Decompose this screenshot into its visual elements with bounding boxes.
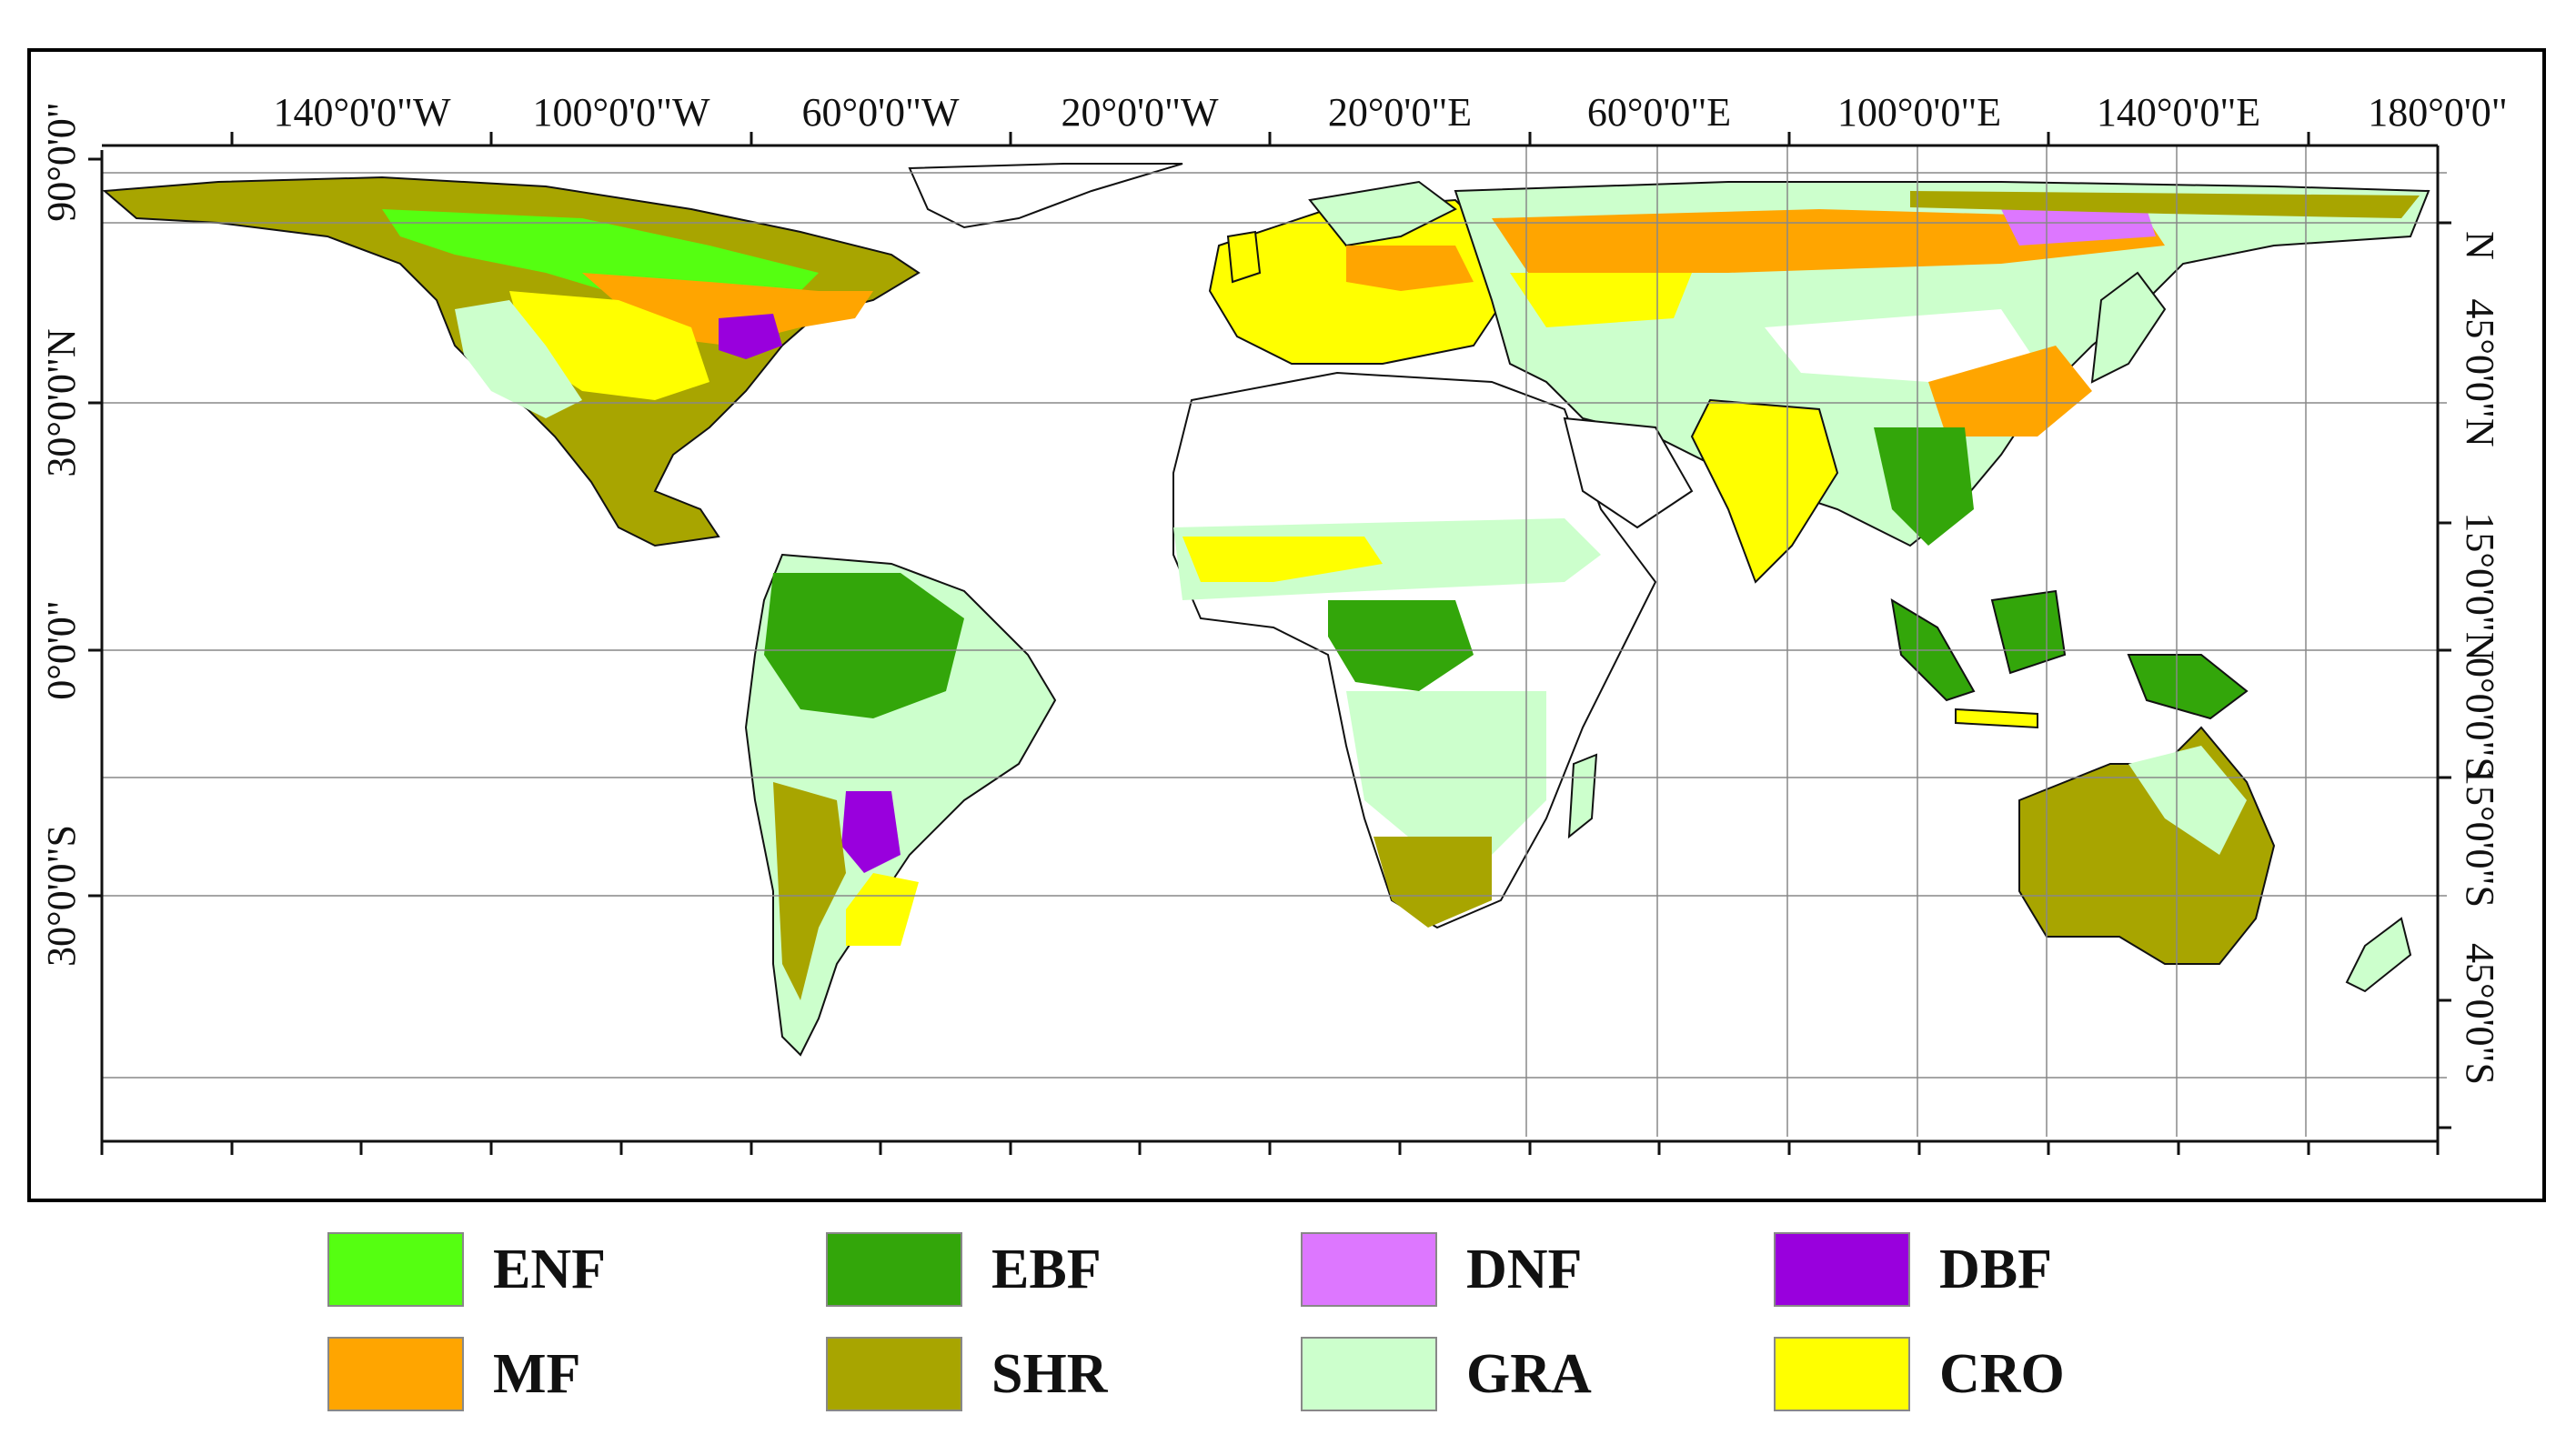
new-guinea [2127,654,2249,720]
legend-label: GRA [1466,1342,1592,1405]
russia-crops [1510,273,1692,327]
land-layer [102,163,2430,1057]
top-label: 60°0'0"E [1587,90,1731,135]
graticule [102,146,2447,1137]
top-label: 60°0'0"W [801,90,959,135]
legend-swatch [1301,1232,1437,1307]
legend-item-mf: MF [327,1337,580,1411]
left-label: 30°0'0"N [39,328,84,477]
british-isles [1226,230,1262,284]
africa-south-shrub [1374,837,1492,928]
java [1955,707,2038,729]
legend-item-cro: CRO [1774,1337,2065,1411]
greenland-landmass [908,163,1183,229]
legend-item-dnf: DNF [1301,1232,1582,1307]
top-label: 20°0'0"E [1328,90,1472,135]
north-america-grass [455,300,582,418]
top-label: 140°0'0"W [273,90,450,135]
se-asia-ebf [1874,427,1974,546]
siberia-shrub [1910,191,2420,218]
legend-swatch [327,1232,464,1307]
africa-crops [1182,537,1383,582]
north-america-deciduous [719,314,782,359]
left-label: 90°0'0" [39,102,84,221]
top-label: 20°0'0"W [1061,90,1218,135]
legend-label: SHR [991,1342,1108,1405]
new-zealand [2345,917,2412,993]
right-ticks [2438,221,2451,1129]
south-america-shrub [773,782,846,1000]
legend-swatch [1774,1232,1910,1307]
legend-label: ENF [493,1238,606,1300]
africa-ebf [1328,600,1474,691]
legend-item-shr: SHR [826,1337,1107,1411]
arabia [1563,416,1694,529]
legend: ENF EBF DNF DBF MF SHR GRA CRO [327,1223,2283,1441]
legend-label: MF [493,1342,581,1405]
map-figure: 140°0'0"W 100°0'0"W 60°0'0"W 20°0'0"W 20… [27,48,2546,1202]
left-label: 30°0'0"S [39,825,84,967]
legend-item-ebf: EBF [826,1232,1102,1307]
legend-swatch [826,1232,962,1307]
legend-swatch [826,1337,962,1411]
right-label: 15°0'0"N [2458,512,2502,660]
legend-label: DBF [1939,1238,2052,1300]
europe-mixed [1346,246,1474,291]
central-asia-desert [1765,309,2038,382]
legend-label: CRO [1939,1342,2065,1405]
legend-label: DNF [1466,1238,1583,1300]
right-label: 0°0'0"S [2458,657,2502,779]
right-label: 45°0'0"N [2458,298,2502,447]
siberia-dnf [2001,209,2156,246]
india-crops [1690,398,1839,584]
top-label: 140°0'0"E [2097,90,2260,135]
legend-item-dbf: DBF [1774,1232,2052,1307]
china-mixed [1928,346,2092,437]
top-label: 180°0'0" [2368,90,2507,135]
left-label: 0°0'0" [39,600,84,699]
left-labels: 90°0'0" 30°0'0"N 0°0'0" 30°0'0"S [39,102,84,967]
legend-swatch [327,1337,464,1411]
madagascar [1567,753,1598,839]
top-labels: 140°0'0"W 100°0'0"W 60°0'0"W 20°0'0"W 20… [273,90,2507,135]
left-ticks [88,157,102,898]
south-america-crops [846,873,919,946]
right-label: 15°0'0"S [2458,766,2502,908]
australia-grass [2128,746,2247,855]
top-label: 100°0'0"E [1837,90,2001,135]
africa-savanna [1346,691,1546,855]
south-america-ebf [764,573,964,718]
legend-swatch [1774,1337,1910,1411]
legend-item-enf: ENF [327,1232,606,1307]
japan [2090,271,2167,384]
right-label: 45°0'0"S [2458,943,2502,1085]
map-border [27,48,2546,1202]
siberia-mixed [1492,209,2165,273]
legend-item-gra: GRA [1301,1337,1592,1411]
legend-swatch [1301,1337,1437,1411]
top-label: 100°0'0"W [532,90,709,135]
top-ticks [230,132,2310,146]
right-label: N [2458,231,2502,260]
legend-label: EBF [991,1238,1102,1300]
bottom-ticks [100,1141,2440,1155]
right-labels: N 45°0'0"N 15°0'0"N 0°0'0"S 15°0'0"S 45°… [2458,231,2502,1085]
south-america-dbf [841,791,901,873]
